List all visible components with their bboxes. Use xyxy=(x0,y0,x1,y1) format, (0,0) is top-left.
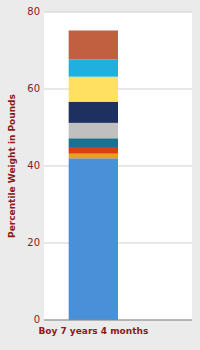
bar-segment xyxy=(69,123,118,138)
bar-segment xyxy=(69,154,118,159)
bar-segment xyxy=(69,158,118,320)
y-tick-label: 40 xyxy=(27,160,40,171)
bars xyxy=(69,30,118,320)
y-axis-label: Percentile Weight in Pounds xyxy=(7,94,17,238)
bar-segment xyxy=(69,102,118,123)
x-axis-line xyxy=(44,320,192,321)
y-tick-label: 60 xyxy=(27,83,40,94)
y-tick-label: 80 xyxy=(27,6,40,17)
bar-segment xyxy=(69,138,118,148)
bar-segment xyxy=(69,30,118,59)
grid-line xyxy=(44,12,192,13)
grid-line xyxy=(44,320,192,321)
grid xyxy=(44,12,192,320)
chart-container: 0 20 40 60 80 Boy 7 years 4 months Percentile … xyxy=(0,0,200,350)
bar-segment xyxy=(69,59,118,76)
y-tick-label: 20 xyxy=(27,237,40,248)
bar-segment xyxy=(69,77,118,102)
plot-background xyxy=(44,12,192,320)
chart: 0 20 40 60 80 Boy 7 years 4 months Percentile … xyxy=(0,0,200,350)
y-tick-label: 0 xyxy=(34,314,40,325)
bar-segment xyxy=(69,148,118,154)
x-tick-label: Boy 7 years 4 months xyxy=(38,326,148,336)
